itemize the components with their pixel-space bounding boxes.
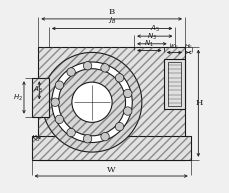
Text: $K_8$: $K_8$ <box>30 134 40 144</box>
Bar <box>38 47 184 160</box>
Circle shape <box>123 107 131 115</box>
Bar <box>38 47 184 160</box>
Text: $A_5$: $A_5$ <box>149 24 159 34</box>
Circle shape <box>52 62 132 142</box>
Text: $J_B$: $J_B$ <box>107 16 116 26</box>
Bar <box>32 78 49 117</box>
Circle shape <box>115 122 123 131</box>
Text: B: B <box>108 8 114 16</box>
Circle shape <box>55 81 63 89</box>
Circle shape <box>115 74 123 82</box>
Circle shape <box>83 135 91 143</box>
Bar <box>32 78 49 117</box>
Circle shape <box>72 82 112 122</box>
Bar <box>163 59 184 109</box>
Circle shape <box>55 115 63 124</box>
Text: $H_6$: $H_6$ <box>183 42 192 51</box>
Circle shape <box>58 69 125 136</box>
Bar <box>167 62 180 106</box>
Text: $N_1$: $N_1$ <box>144 39 154 49</box>
Circle shape <box>51 98 59 107</box>
Text: $K_5$: $K_5$ <box>169 42 178 51</box>
Circle shape <box>67 68 75 76</box>
Circle shape <box>67 128 75 137</box>
Text: W: W <box>106 166 115 174</box>
Text: $A_3$: $A_3$ <box>33 85 43 95</box>
Bar <box>32 136 190 160</box>
Circle shape <box>123 89 131 98</box>
Circle shape <box>83 62 91 70</box>
Circle shape <box>42 52 141 152</box>
Text: $N_3$: $N_3$ <box>146 32 156 42</box>
Circle shape <box>100 132 109 141</box>
Text: $H_2$: $H_2$ <box>13 92 23 102</box>
Text: H: H <box>194 99 202 107</box>
Circle shape <box>100 64 109 72</box>
Bar <box>32 136 190 160</box>
